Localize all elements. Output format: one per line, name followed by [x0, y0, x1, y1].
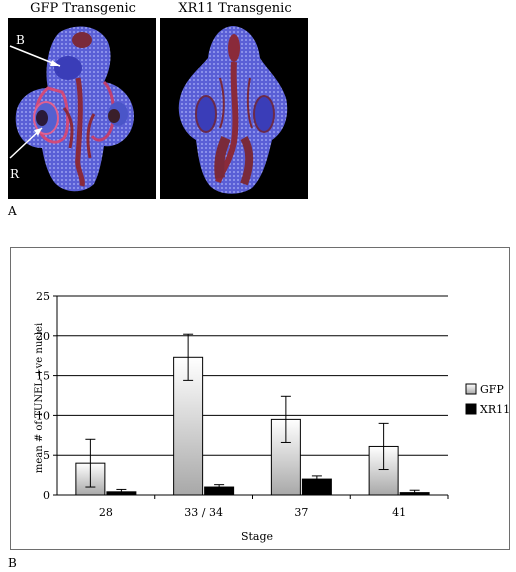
tick-labels: 0 5 10 15 20 25 28 33 / 34 37 41	[36, 290, 406, 519]
panel-a: GFP Transgenic XR11 Transgenic	[8, 0, 313, 205]
panel-a-label: A	[8, 204, 17, 218]
gfp-transgenic-title: GFP Transgenic	[30, 1, 136, 16]
y-tick-label: 25	[36, 290, 50, 303]
xr11-transgenic-title: XR11 Transgenic	[178, 1, 292, 16]
y-axis-label: mean # of TUNEL +ve nuclei	[34, 323, 45, 473]
gfp-transgenic-image: B R	[8, 18, 156, 199]
xr11-transgenic-image	[160, 18, 308, 199]
chart-panel: 0 5 10 15 20 25 28 33 / 34 37 41 mean # of TUNEL …	[10, 247, 510, 550]
gridlines	[57, 295, 448, 456]
legend-label-xr11: XR11	[480, 403, 509, 416]
bar-chart: 0 5 10 15 20 25 28 33 / 34 37 41 mean # of TUNEL …	[34, 290, 510, 543]
y-tick-label: 15	[36, 370, 50, 383]
y-tick-label: 5	[43, 449, 50, 462]
x-tick-label: 33 / 34	[184, 506, 223, 519]
x-tick-label: 41	[392, 506, 406, 519]
y-tick-label: 0	[43, 489, 50, 502]
legend-swatch-gfp	[465, 383, 477, 395]
panel-b-label: B	[8, 556, 17, 570]
y-tick-label: 10	[36, 409, 50, 422]
annotation-r: R	[10, 167, 20, 181]
annotation-b: B	[16, 33, 25, 47]
legend: GFP XR11	[465, 383, 510, 416]
x-tick-label: 28	[99, 506, 113, 519]
legend-swatch-xr11	[465, 403, 477, 415]
legend-label-gfp: GFP	[480, 383, 504, 396]
x-axis-label: Stage	[241, 530, 273, 543]
axes	[53, 295, 449, 499]
bars	[75, 333, 430, 496]
x-tick-label: 37	[294, 506, 308, 519]
y-tick-label: 20	[36, 330, 50, 343]
